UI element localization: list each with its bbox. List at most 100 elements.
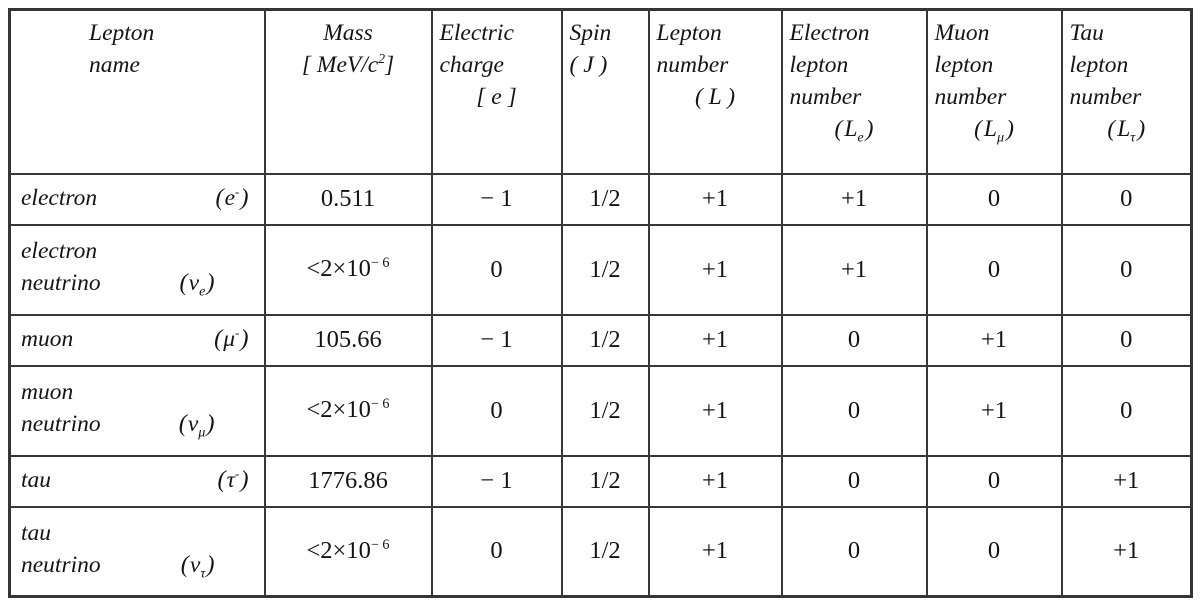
mass-unit-bracket: ] bbox=[385, 51, 395, 78]
cell-muon-lepton-number: 0 bbox=[925, 454, 1063, 508]
cell-lepton-number: +1 bbox=[647, 172, 783, 226]
cell-electric-charge: − 1 bbox=[430, 454, 563, 508]
cell-spin: 1/2 bbox=[560, 172, 650, 226]
cell-lepton-number: +1 bbox=[647, 223, 783, 316]
muon-neutrino-symbol: (νμ) bbox=[178, 410, 215, 441]
cell-electric-charge: 0 bbox=[430, 505, 563, 598]
header-line: lepton bbox=[1069, 51, 1129, 78]
cell-lepton-name: muon (μ-) bbox=[8, 313, 266, 367]
cell-lepton-number: +1 bbox=[647, 313, 783, 367]
cell-lepton-name: muon neutrino (νμ) bbox=[8, 364, 266, 457]
header-line: charge bbox=[439, 51, 504, 78]
row-electron-neutrino: electron neutrino (νe) <2×10− 6 0 1/2 +1… bbox=[8, 223, 1193, 316]
header-line: number bbox=[789, 83, 862, 110]
header-line: Muon bbox=[934, 20, 990, 46]
spin-symbol: ( J ) bbox=[569, 51, 608, 78]
header-tau-lepton-number: Tau lepton number (Lτ) bbox=[1060, 8, 1193, 175]
row-tau: tau (τ-) 1776.86 − 1 1/2 +1 0 0 +1 bbox=[8, 454, 1193, 508]
header-line: Lepton bbox=[89, 20, 155, 46]
lepton-properties-table: Lepton name Mass [ MeV/c2] Electric char… bbox=[8, 8, 1193, 598]
cell-electric-charge: − 1 bbox=[430, 172, 563, 226]
cell-tau-lepton-number: 0 bbox=[1060, 172, 1193, 226]
cell-lepton-name: electron neutrino (νe) bbox=[8, 223, 266, 316]
header-mass: Mass [ MeV/c2] bbox=[263, 8, 433, 175]
header-row: Lepton name Mass [ MeV/c2] Electric char… bbox=[8, 8, 1193, 175]
header-line: lepton bbox=[789, 51, 849, 78]
row-muon-neutrino: muon neutrino (νμ) <2×10− 6 0 1/2 +1 0 +… bbox=[8, 364, 1193, 457]
cell-lepton-number: +1 bbox=[647, 505, 783, 598]
lepton-number-symbol: ( L ) bbox=[694, 83, 736, 110]
cell-spin: 1/2 bbox=[560, 505, 650, 598]
cell-mass: 1776.86 bbox=[263, 454, 433, 508]
header-line: number bbox=[656, 51, 729, 78]
tau-symbol: (τ-) bbox=[217, 465, 249, 493]
cell-spin: 1/2 bbox=[560, 223, 650, 316]
cell-mass: 0.511 bbox=[263, 172, 433, 226]
cell-muon-lepton-number: +1 bbox=[925, 364, 1063, 457]
cell-spin: 1/2 bbox=[560, 313, 650, 367]
lepton-name: electron bbox=[21, 184, 98, 211]
cell-lepton-name: tau neutrino (ντ) bbox=[8, 505, 266, 598]
header-line: name bbox=[89, 51, 140, 78]
cell-spin: 1/2 bbox=[560, 364, 650, 457]
cell-tau-lepton-number: +1 bbox=[1060, 454, 1193, 508]
cell-spin: 1/2 bbox=[560, 454, 650, 508]
lepton-name: neutrino bbox=[21, 270, 101, 297]
cell-lepton-number: +1 bbox=[647, 364, 783, 457]
header-muon-lepton-number: Muon lepton number (Lμ) bbox=[925, 8, 1063, 175]
cell-muon-lepton-number: 0 bbox=[925, 505, 1063, 598]
header-spin: Spin ( J ) bbox=[560, 8, 650, 175]
cell-muon-lepton-number: 0 bbox=[925, 223, 1063, 316]
cell-electron-lepton-number: 0 bbox=[780, 454, 928, 508]
cell-muon-lepton-number: 0 bbox=[925, 172, 1063, 226]
header-line: Tau bbox=[1069, 20, 1104, 46]
lepton-name: muon bbox=[21, 379, 74, 406]
header-line: Spin bbox=[569, 20, 612, 46]
header-line: Electric bbox=[439, 20, 514, 46]
cell-lepton-name: electron (e-) bbox=[8, 172, 266, 226]
cell-electron-lepton-number: 0 bbox=[780, 364, 928, 457]
header-line: number bbox=[1069, 83, 1142, 110]
mass-unit-exponent: 2 bbox=[378, 51, 385, 67]
cell-electric-charge: − 1 bbox=[430, 313, 563, 367]
header-lepton-number: Lepton number ( L ) bbox=[647, 8, 783, 175]
lepton-name: electron bbox=[21, 238, 98, 265]
table-header: Lepton name Mass [ MeV/c2] Electric char… bbox=[8, 8, 1193, 175]
header-line: lepton bbox=[934, 51, 994, 78]
cell-tau-lepton-number: 0 bbox=[1060, 223, 1193, 316]
lepton-name: tau bbox=[21, 466, 52, 493]
row-tau-neutrino: tau neutrino (ντ) <2×10− 6 0 1/2 +1 0 0 … bbox=[8, 505, 1193, 598]
cell-electron-lepton-number: +1 bbox=[780, 223, 928, 316]
lepton-name: neutrino bbox=[21, 411, 101, 438]
cell-lepton-name: tau (τ-) bbox=[8, 454, 266, 508]
tau-neutrino-symbol: (ντ) bbox=[180, 550, 215, 582]
cell-tau-lepton-number: 0 bbox=[1060, 313, 1193, 367]
lepton-name: neutrino bbox=[21, 551, 101, 578]
cell-mass: <2×10− 6 bbox=[263, 505, 433, 598]
cell-electric-charge: 0 bbox=[430, 223, 563, 316]
electron-neutrino-symbol: (νe) bbox=[179, 269, 215, 300]
header-unit: [ MeV/c2] bbox=[267, 50, 430, 82]
row-electron: electron (e-) 0.511 − 1 1/2 +1 +1 0 0 bbox=[8, 172, 1193, 226]
muon-symbol: (μ-) bbox=[214, 324, 249, 352]
cell-mass: <2×10− 6 bbox=[263, 364, 433, 457]
lepton-name: tau bbox=[21, 520, 52, 547]
cell-mass: <2×10− 6 bbox=[263, 223, 433, 316]
header-line: number bbox=[934, 83, 1007, 110]
cell-electron-lepton-number: 0 bbox=[780, 505, 928, 598]
header-electron-lepton-number: Electron lepton number (Le) bbox=[780, 8, 928, 175]
header-lepton-name: Lepton name bbox=[8, 8, 266, 175]
cell-tau-lepton-number: +1 bbox=[1060, 505, 1193, 598]
header-line: Electron bbox=[789, 20, 870, 46]
lepton-name: muon bbox=[21, 325, 74, 352]
cell-electron-lepton-number: +1 bbox=[780, 172, 928, 226]
muon-lepton-number-symbol: (Lμ) bbox=[974, 115, 1014, 146]
header-line: Lepton bbox=[656, 20, 722, 46]
cell-lepton-number: +1 bbox=[647, 454, 783, 508]
mass-unit: [ MeV/c bbox=[301, 51, 379, 78]
electron-symbol: (e-) bbox=[215, 183, 249, 211]
tau-lepton-number-symbol: (Lτ) bbox=[1107, 115, 1146, 146]
cell-electron-lepton-number: 0 bbox=[780, 313, 928, 367]
cell-muon-lepton-number: +1 bbox=[925, 313, 1063, 367]
header-electric-charge: Electric charge [ e ] bbox=[430, 8, 563, 175]
